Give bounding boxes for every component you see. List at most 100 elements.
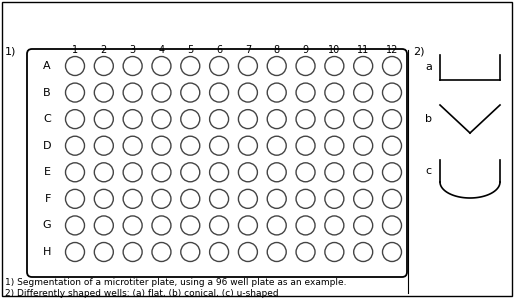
Circle shape: [94, 110, 113, 129]
Circle shape: [238, 83, 258, 102]
Circle shape: [181, 216, 200, 235]
Circle shape: [354, 110, 373, 129]
Text: c: c: [426, 166, 432, 176]
Text: F: F: [45, 194, 51, 204]
Text: 4: 4: [158, 45, 164, 55]
Circle shape: [181, 136, 200, 155]
Circle shape: [210, 189, 229, 208]
Circle shape: [296, 57, 315, 75]
Circle shape: [238, 243, 258, 262]
Circle shape: [152, 57, 171, 75]
Circle shape: [296, 83, 315, 102]
Circle shape: [238, 57, 258, 75]
Circle shape: [354, 189, 373, 208]
Circle shape: [123, 216, 142, 235]
Circle shape: [382, 57, 401, 75]
Circle shape: [382, 216, 401, 235]
Circle shape: [152, 110, 171, 129]
Circle shape: [354, 216, 373, 235]
Circle shape: [123, 243, 142, 262]
Circle shape: [267, 243, 286, 262]
Circle shape: [152, 163, 171, 182]
Circle shape: [123, 136, 142, 155]
Circle shape: [152, 83, 171, 102]
Circle shape: [181, 57, 200, 75]
Circle shape: [267, 110, 286, 129]
Circle shape: [65, 189, 84, 208]
Text: H: H: [43, 247, 51, 257]
Text: 3: 3: [130, 45, 136, 55]
Circle shape: [181, 110, 200, 129]
Circle shape: [325, 243, 344, 262]
Circle shape: [210, 163, 229, 182]
Circle shape: [123, 189, 142, 208]
Circle shape: [181, 163, 200, 182]
Circle shape: [296, 189, 315, 208]
Text: 12: 12: [386, 45, 398, 55]
Circle shape: [152, 136, 171, 155]
Text: 10: 10: [328, 45, 340, 55]
Text: 7: 7: [245, 45, 251, 55]
Text: 8: 8: [273, 45, 280, 55]
Circle shape: [382, 110, 401, 129]
Text: 6: 6: [216, 45, 222, 55]
Circle shape: [181, 83, 200, 102]
Circle shape: [325, 57, 344, 75]
Text: 9: 9: [302, 45, 308, 55]
Circle shape: [267, 57, 286, 75]
Text: a: a: [425, 63, 432, 72]
Circle shape: [210, 136, 229, 155]
Text: 5: 5: [187, 45, 193, 55]
Circle shape: [94, 216, 113, 235]
FancyBboxPatch shape: [27, 49, 407, 277]
Circle shape: [94, 57, 113, 75]
Text: G: G: [42, 221, 51, 230]
Circle shape: [152, 216, 171, 235]
Text: A: A: [43, 61, 51, 71]
Circle shape: [238, 189, 258, 208]
Circle shape: [354, 83, 373, 102]
Circle shape: [354, 243, 373, 262]
Circle shape: [210, 83, 229, 102]
Text: 1) Segmentation of a microtiter plate, using a 96 well plate as an example.: 1) Segmentation of a microtiter plate, u…: [5, 278, 346, 287]
Text: 11: 11: [357, 45, 369, 55]
Circle shape: [238, 163, 258, 182]
Circle shape: [94, 83, 113, 102]
Circle shape: [325, 216, 344, 235]
Text: C: C: [43, 114, 51, 124]
Circle shape: [267, 83, 286, 102]
Circle shape: [65, 110, 84, 129]
Text: B: B: [43, 88, 51, 97]
Circle shape: [325, 136, 344, 155]
Circle shape: [65, 83, 84, 102]
Text: 2: 2: [101, 45, 107, 55]
Circle shape: [354, 136, 373, 155]
Circle shape: [296, 136, 315, 155]
Circle shape: [94, 243, 113, 262]
Circle shape: [123, 83, 142, 102]
Text: 2): 2): [413, 46, 425, 56]
Circle shape: [238, 216, 258, 235]
Text: E: E: [44, 167, 51, 177]
Circle shape: [210, 243, 229, 262]
Circle shape: [267, 189, 286, 208]
Circle shape: [382, 243, 401, 262]
Circle shape: [65, 163, 84, 182]
Circle shape: [123, 57, 142, 75]
Circle shape: [382, 83, 401, 102]
Circle shape: [296, 163, 315, 182]
Circle shape: [267, 163, 286, 182]
Circle shape: [238, 110, 258, 129]
Circle shape: [181, 243, 200, 262]
Circle shape: [65, 136, 84, 155]
Circle shape: [354, 163, 373, 182]
FancyBboxPatch shape: [2, 2, 512, 296]
Circle shape: [65, 57, 84, 75]
Circle shape: [325, 83, 344, 102]
Circle shape: [267, 136, 286, 155]
Circle shape: [123, 110, 142, 129]
Circle shape: [152, 189, 171, 208]
Circle shape: [65, 243, 84, 262]
Circle shape: [238, 136, 258, 155]
Circle shape: [210, 216, 229, 235]
